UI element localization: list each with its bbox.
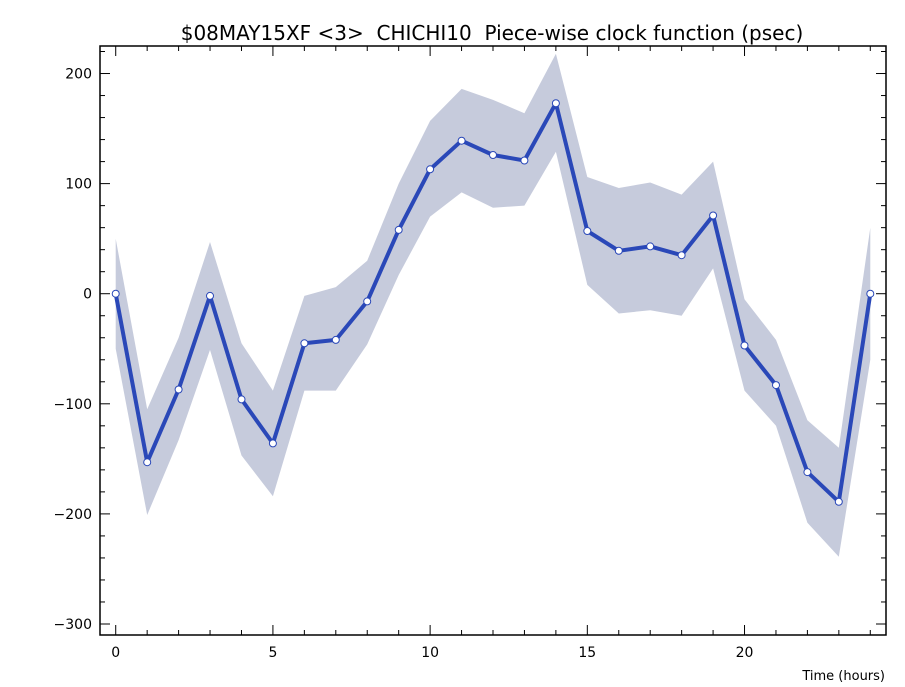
data-point — [740, 341, 749, 350]
y-tick-label: 100 — [65, 177, 92, 193]
data-point — [394, 225, 403, 234]
chart-title: $08MAY15XF <3> CHICHI10 Piece-wise clock… — [181, 21, 804, 45]
data-point — [834, 497, 843, 506]
y-tick-label: 0 — [83, 287, 92, 303]
data-point — [583, 227, 592, 235]
x-tick-label: 20 — [736, 645, 754, 661]
confidence-band-layer — [115, 53, 871, 557]
data-point — [520, 156, 529, 165]
data-point — [331, 335, 340, 344]
data-point — [174, 385, 183, 394]
x-tick-label: 15 — [578, 645, 596, 661]
data-point — [143, 458, 152, 467]
data-point — [363, 297, 372, 306]
y-tick-label: −100 — [54, 397, 92, 413]
y-tick-label: −300 — [54, 617, 92, 633]
x-tick-label: 10 — [421, 645, 439, 661]
data-point — [300, 339, 309, 348]
data-point — [489, 151, 497, 159]
data-point — [206, 291, 214, 300]
data-point — [866, 289, 875, 298]
data-point — [709, 211, 718, 220]
x-axis-label: Time (hours) — [801, 669, 885, 684]
data-point — [551, 99, 560, 108]
data-point — [646, 242, 655, 251]
data-point — [426, 165, 435, 174]
data-point — [457, 136, 466, 145]
data-point-layer — [111, 99, 875, 506]
data-point — [803, 468, 812, 477]
data-point — [677, 251, 686, 260]
data-point — [268, 439, 277, 448]
data-point — [237, 395, 246, 404]
data-point — [111, 289, 120, 298]
y-tick-label: −200 — [54, 507, 92, 523]
axes: 0 5 10 15 20 200 100 0 −100 −200 −300 — [54, 45, 887, 661]
x-tick-label: 5 — [268, 645, 277, 661]
data-point — [772, 381, 780, 390]
confidence-band — [115, 53, 871, 557]
data-point — [614, 246, 623, 255]
x-tick-label: 0 — [111, 645, 120, 661]
y-tick-label: 200 — [65, 67, 92, 83]
